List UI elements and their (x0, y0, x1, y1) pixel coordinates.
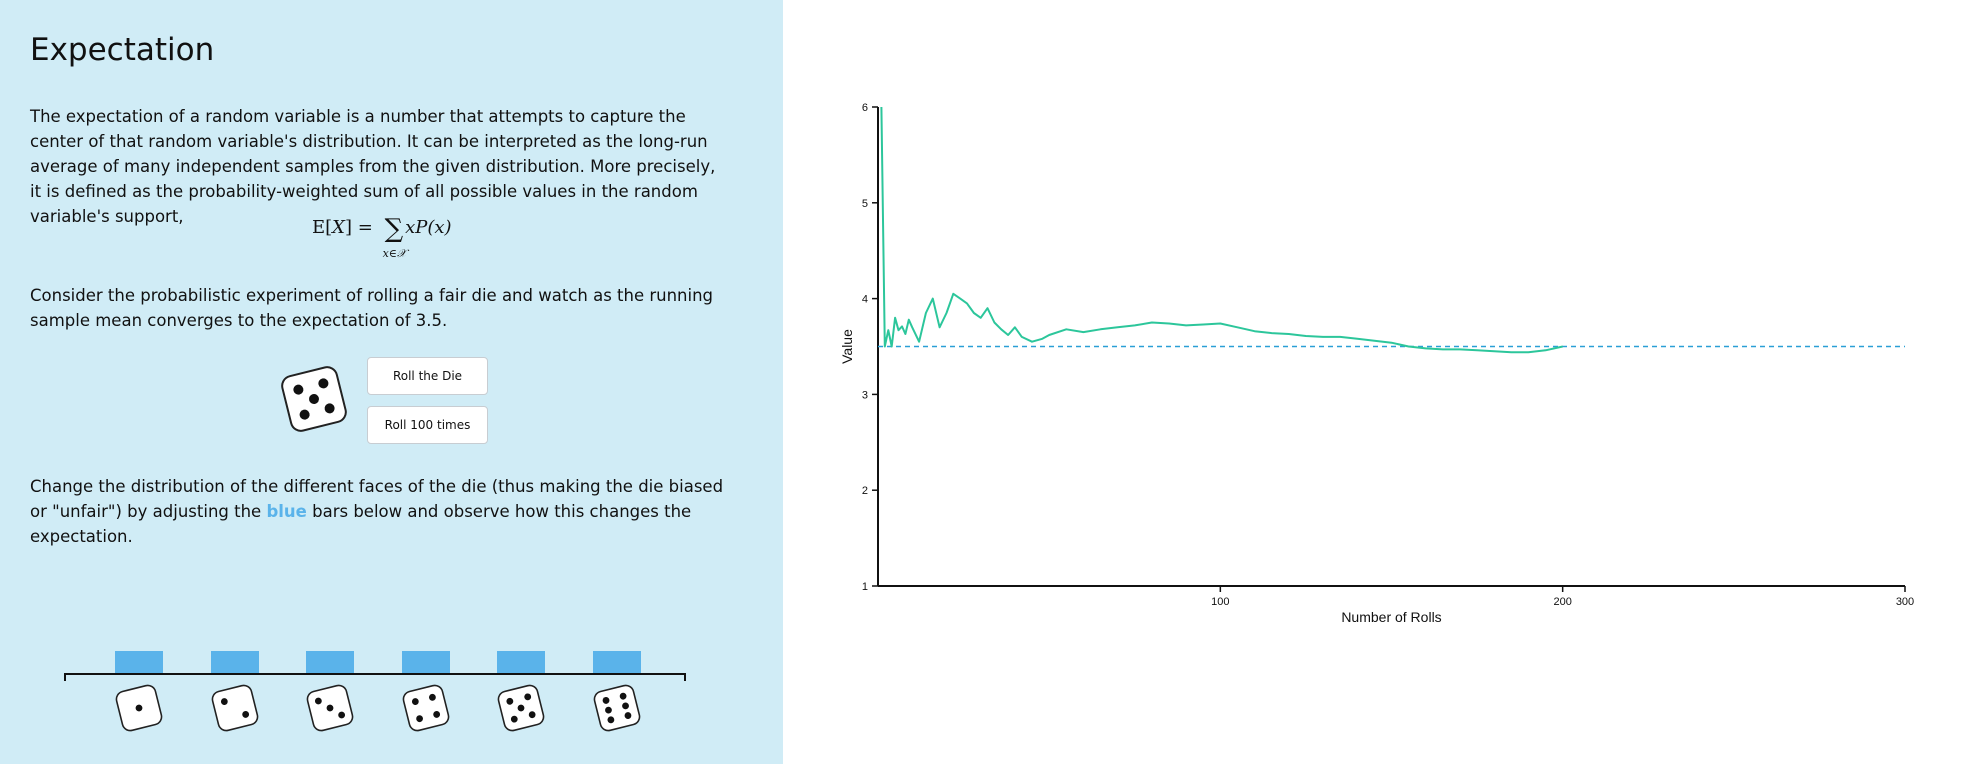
x-tick-label: 200 (1553, 596, 1571, 608)
running-mean-line (880, 106, 1563, 354)
die-pip (510, 715, 518, 723)
blue-word: blue (266, 502, 307, 521)
die-pip (624, 712, 631, 719)
probability-bar-face-6[interactable] (592, 651, 641, 673)
die-pip (602, 697, 609, 704)
die-face-5-icon (497, 684, 545, 732)
die-pip (326, 704, 334, 712)
die-pip (318, 378, 329, 389)
die-pip (524, 693, 532, 701)
roll-100-button[interactable]: Roll 100 times (367, 406, 488, 444)
x-tick-label: 300 (1896, 596, 1914, 608)
sum-subscript: x∈𝒳 (382, 247, 407, 260)
die-face-4-icon (402, 684, 449, 732)
die-pip (506, 697, 514, 705)
sum-symbol: ∑ x∈𝒳 (383, 214, 407, 260)
die-pip (299, 409, 310, 420)
y-tick-label: 3 (862, 389, 868, 401)
die-icon (281, 366, 347, 432)
die-pip (432, 711, 440, 718)
die-pip (220, 698, 228, 705)
die-pip (604, 706, 612, 714)
y-tick-label: 1 (862, 581, 868, 593)
die-pip (517, 704, 525, 712)
die-pip (411, 698, 419, 705)
change-text-before: Change the distribution of the different… (30, 477, 724, 521)
y-tick-label: 5 (862, 198, 868, 210)
die-pip (621, 702, 629, 710)
running-mean-chart: 1 2 3 4 5 6 100 200 300 Number of Rolls Value (839, 102, 1914, 625)
probability-bar-face-3[interactable] (306, 651, 354, 673)
y-axis-label: Value (839, 329, 855, 364)
expectation-formula: E[X] = ∑ x∈𝒳 xP(x) (312, 214, 452, 260)
die-pip (338, 711, 346, 719)
die-face-3-icon (306, 684, 354, 732)
left-panel: Expectation The expectation of a random … (0, 0, 783, 764)
probability-bar-face-5[interactable] (497, 651, 545, 673)
probability-bar-face-2[interactable] (210, 651, 259, 673)
y-tick-label: 4 (862, 294, 868, 306)
y-tick-label: 2 (862, 485, 868, 497)
die-pip (241, 711, 249, 718)
probability-bar-face-1[interactable] (115, 651, 163, 673)
formula-body: xP(x) (405, 217, 452, 238)
probability-bar-face-4[interactable] (401, 651, 450, 673)
die-face-1-icon (115, 684, 163, 732)
roll-die-button[interactable]: Roll the Die (367, 357, 488, 395)
intro-paragraph: The expectation of a random variable is … (30, 107, 716, 226)
page-title: Expectation (30, 32, 215, 68)
formula-equals: ] = (345, 217, 379, 238)
sum-glyph: ∑ (384, 214, 404, 244)
die-pip (528, 711, 536, 719)
die-pip (619, 692, 627, 700)
die-pip (324, 403, 335, 414)
die-pip (428, 693, 436, 701)
x-axis-label: Number of Rolls (1341, 609, 1441, 625)
formula-lhs: E[ (312, 217, 333, 238)
die-pip (415, 715, 423, 723)
die-pip (309, 394, 319, 404)
die-pip (293, 384, 304, 395)
die-pip (606, 716, 614, 724)
change-paragraph: Change the distribution of the different… (30, 474, 730, 549)
change-text-after: bars below and observe how this changes … (30, 502, 692, 546)
die-pip (135, 704, 143, 712)
formula-variable: X (332, 217, 345, 238)
die-face-2-icon (211, 684, 258, 732)
x-tick-label: 100 (1211, 596, 1229, 608)
y-tick-label: 6 (862, 102, 868, 114)
die-face-6-icon (593, 684, 640, 732)
distribution-axis (64, 673, 686, 681)
consider-paragraph: Consider the probabilistic experiment of… (30, 286, 714, 330)
die-pip (314, 697, 322, 705)
